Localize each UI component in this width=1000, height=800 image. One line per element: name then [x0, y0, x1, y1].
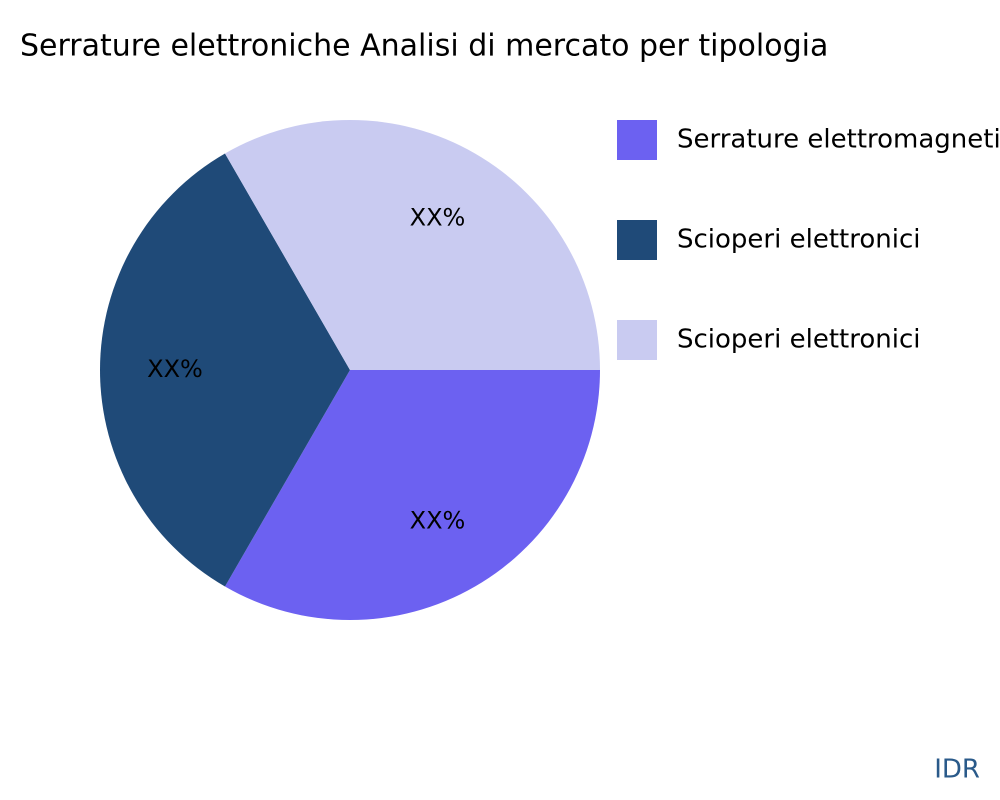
legend-label: Scioperi elettronici	[677, 325, 920, 355]
slice-label: XX%	[410, 507, 466, 535]
legend-swatch	[617, 220, 657, 260]
pie-slice	[225, 370, 600, 620]
slice-label: XX%	[147, 355, 203, 383]
legend-label: Serrature elettromagnetiche	[677, 125, 1000, 155]
pie-slice	[225, 119, 600, 370]
source-label: IDR	[934, 755, 980, 785]
legend-label: Scioperi elettronici	[677, 225, 920, 255]
legend-swatch	[617, 320, 657, 360]
chart-title: Serrature elettroniche Analisi di mercat…	[20, 29, 828, 64]
legend-swatch	[617, 120, 657, 160]
slice-label: XX%	[410, 203, 466, 231]
